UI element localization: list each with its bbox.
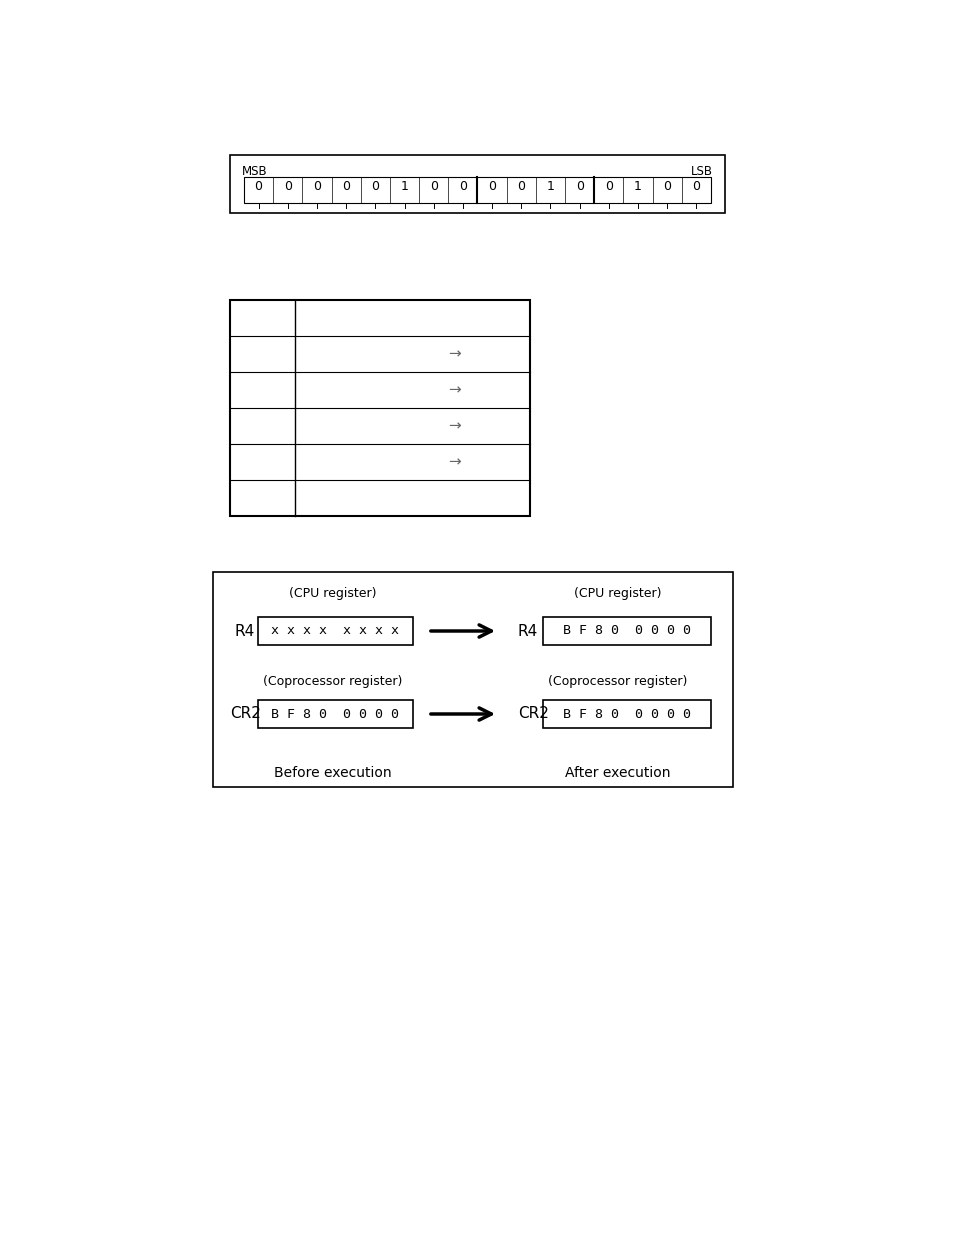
Text: 0: 0: [254, 180, 262, 194]
Bar: [257, 700, 413, 727]
Text: 0: 0: [458, 180, 466, 194]
Bar: [230, 300, 530, 516]
Text: 0: 0: [313, 180, 320, 194]
Text: MSB: MSB: [242, 165, 268, 178]
Text: CR2: CR2: [517, 706, 548, 721]
Text: B F 8 0  0 0 0 0: B F 8 0 0 0 0 0: [272, 708, 399, 720]
Text: CR2: CR2: [230, 706, 260, 721]
Text: (Coprocessor register): (Coprocessor register): [548, 676, 687, 688]
Text: 0: 0: [662, 180, 671, 194]
Bar: [542, 618, 710, 645]
Text: B F 8 0  0 0 0 0: B F 8 0 0 0 0 0: [562, 708, 690, 720]
Text: 1: 1: [634, 180, 641, 194]
Text: 0: 0: [692, 180, 700, 194]
Text: (CPU register): (CPU register): [289, 588, 376, 600]
Text: x x x x  x x x x: x x x x x x x x: [272, 625, 399, 637]
Text: (CPU register): (CPU register): [574, 588, 661, 600]
Text: After execution: After execution: [565, 766, 670, 781]
Text: 0: 0: [488, 180, 496, 194]
Bar: [230, 156, 724, 212]
Text: 0: 0: [429, 180, 437, 194]
Bar: [213, 572, 732, 787]
Text: 0: 0: [342, 180, 350, 194]
Text: →: →: [448, 347, 460, 362]
Text: 1: 1: [546, 180, 554, 194]
Bar: [542, 700, 710, 727]
Bar: [257, 618, 413, 645]
Text: B F 8 0  0 0 0 0: B F 8 0 0 0 0 0: [562, 625, 690, 637]
Text: →: →: [448, 454, 460, 469]
Text: LSB: LSB: [690, 165, 712, 178]
Text: 1: 1: [400, 180, 408, 194]
Bar: [244, 177, 710, 203]
Text: 0: 0: [604, 180, 612, 194]
Text: 0: 0: [517, 180, 525, 194]
Text: 0: 0: [371, 180, 379, 194]
Text: →: →: [448, 419, 460, 433]
Text: (Coprocessor register): (Coprocessor register): [263, 676, 402, 688]
Text: Before execution: Before execution: [274, 766, 392, 781]
Text: R4: R4: [234, 624, 255, 638]
Text: R4: R4: [517, 624, 537, 638]
Text: 0: 0: [575, 180, 583, 194]
Text: 0: 0: [283, 180, 292, 194]
Text: →: →: [448, 383, 460, 398]
